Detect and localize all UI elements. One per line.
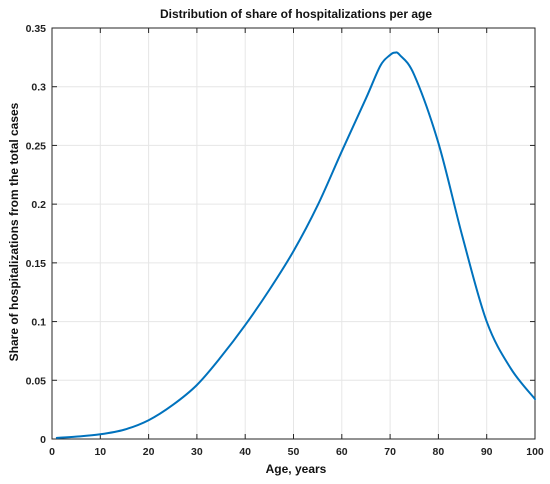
x-tick-label: 30 [191, 446, 203, 458]
x-tick-label: 0 [49, 446, 55, 458]
x-tick-label: 90 [481, 446, 493, 458]
y-tick-label: 0.2 [31, 199, 46, 211]
chart-title: Distribution of share of hospitalization… [160, 7, 432, 21]
x-tick-label: 10 [94, 446, 106, 458]
y-tick-label: 0.15 [26, 258, 47, 270]
x-tick-label: 40 [239, 446, 251, 458]
y-tick-label: 0.1 [31, 317, 46, 329]
x-tick-label: 20 [143, 446, 155, 458]
y-axis: 0 0.05 0.1 0.15 0.2 0.25 0.3 0.35 [26, 23, 535, 446]
y-axis-label: Share of hospitalizations from the total… [7, 102, 21, 361]
y-tick-label: 0.25 [26, 140, 47, 152]
x-tick-label: 80 [433, 446, 445, 458]
y-tick-label: 0.3 [31, 82, 46, 94]
x-axis-label: Age, years [266, 462, 327, 476]
x-axis: 0 10 20 30 40 50 60 70 80 90 100 [49, 28, 544, 458]
x-tick-label: 50 [288, 446, 300, 458]
series-line [55, 51, 536, 439]
y-tick-label: 0.35 [26, 23, 47, 35]
y-tick-label: 0.05 [26, 375, 47, 387]
x-tick-label: 100 [526, 446, 544, 458]
x-tick-label: 60 [336, 446, 348, 458]
y-tick-label: 0 [40, 434, 46, 446]
x-tick-label: 70 [384, 446, 396, 458]
